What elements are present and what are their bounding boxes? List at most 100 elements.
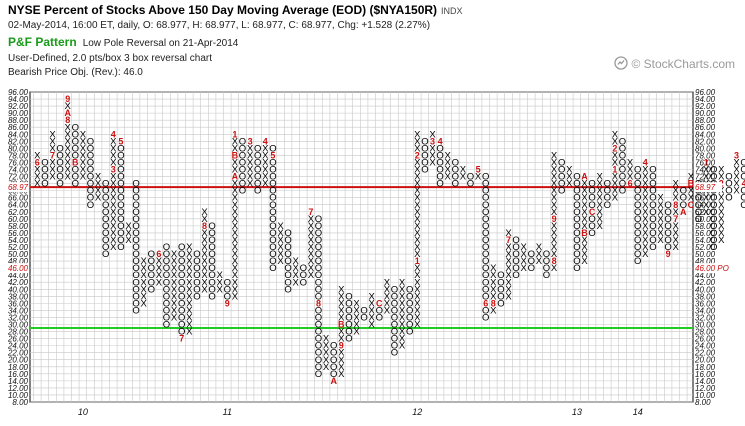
x-mark: X [308,228,315,239]
price-marker-right: 46.00 PO [695,264,729,273]
x-mark: X [673,235,680,246]
x-mark: X [733,157,740,168]
o-mark: O [588,221,595,232]
o-mark: O [41,179,48,190]
x-mark: X [110,172,117,183]
o-mark: O [573,221,580,232]
o-mark: O [452,157,459,168]
o-mark: O [558,165,565,176]
x-mark: X [338,298,345,309]
x-mark: X [262,143,269,154]
x-mark: X [80,165,87,176]
o-mark: O [148,277,155,288]
o-mark: O [102,193,109,204]
o-mark: O [680,200,687,211]
month-marker: A [330,376,337,386]
o-mark: O [528,263,535,274]
o-mark: O [72,129,79,140]
o-mark: O [239,136,246,147]
o-mark: O [315,235,322,246]
o-mark: O [163,249,170,260]
o-mark: O [224,291,231,302]
month-marker: 7 [506,235,511,245]
x-mark: X [201,277,208,288]
o-mark: O [619,157,626,168]
x-mark: X [399,334,406,345]
y-tick-label-left: 84.00 [8,130,29,139]
x-mark: X [429,150,436,161]
o-mark: O [619,143,626,154]
x-mark: X [581,179,588,190]
x-mark: X [125,235,132,246]
o-mark: O [512,263,519,274]
x-mark: X [34,172,41,183]
o-mark: O [710,235,717,246]
x-mark: X [186,320,193,331]
month-marker: C [376,298,383,308]
x-mark: X [581,221,588,232]
x-mark: X [110,221,117,232]
x-mark: X [49,129,56,140]
o-mark: O [117,235,124,246]
x-mark: X [505,291,512,302]
x-mark: X [277,221,284,232]
o-mark: O [695,193,702,204]
o-mark: O [102,179,109,190]
o-mark: O [117,143,124,154]
month-marker: C [688,200,695,210]
o-mark: O [117,157,124,168]
o-mark: O [315,341,322,352]
month-marker: 3 [111,165,116,175]
x-mark: X [551,172,558,183]
o-mark: O [132,235,139,246]
x-mark: X [597,179,604,190]
o-mark: O [421,136,428,147]
o-mark: O [573,263,580,274]
x-mark: X [505,277,512,288]
o-mark: O [178,277,185,288]
o-mark: O [193,249,200,260]
o-mark: O [178,256,185,267]
o-mark: O [284,235,291,246]
x-tick-label: 11 [223,407,232,417]
o-mark: O [482,200,489,211]
x-mark: X [186,242,193,253]
o-mark: O [421,150,428,161]
o-mark: O [573,249,580,260]
x-mark: X [247,157,254,168]
x-mark: X [657,235,664,246]
o-mark: O [649,242,656,253]
o-mark: O [497,284,504,295]
month-marker: 5 [476,165,481,175]
o-mark: O [148,284,155,295]
x-mark: X [673,186,680,197]
o-mark: O [193,263,200,274]
o-mark: O [497,298,504,309]
x-mark: X [110,207,117,218]
o-mark: O [634,172,641,183]
o-mark: O [132,221,139,232]
o-mark: O [254,150,261,161]
x-mark: X [65,143,72,154]
y-tick-label-right: 22.00 [694,349,716,358]
o-mark: O [117,228,124,239]
x-mark: X [232,291,239,302]
x-mark: X [581,235,588,246]
x-mark: X [551,193,558,204]
o-mark: O [208,256,215,267]
x-mark: X [566,179,573,190]
month-marker: 9 [65,94,70,104]
x-mark: X [156,263,163,274]
y-tick-label-right: 18.00 [695,363,716,372]
x-mark: X [703,193,710,204]
o-mark: O [482,214,489,225]
o-mark: O [710,172,717,183]
o-mark: O [482,291,489,302]
o-mark: O [178,284,185,295]
o-mark: O [117,172,124,183]
o-mark: O [619,172,626,183]
o-mark: O [178,270,185,281]
x-mark: X [338,369,345,380]
x-mark: X [460,172,467,183]
